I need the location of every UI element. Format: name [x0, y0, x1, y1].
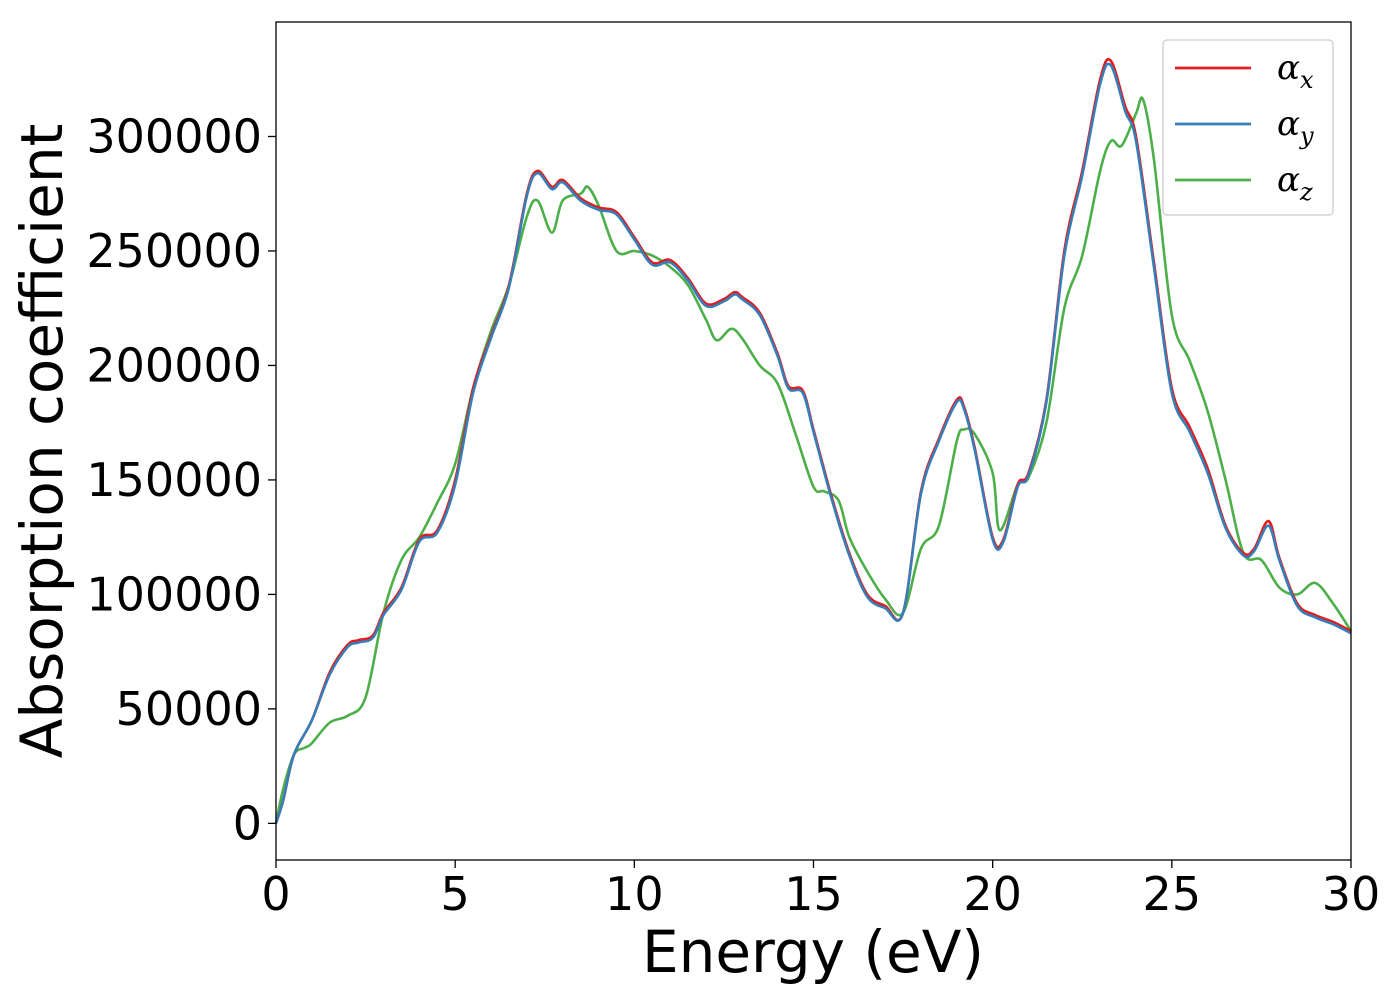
- legend-box: [1162, 39, 1334, 216]
- y-tick-label: 0: [233, 796, 262, 850]
- y-tick-label: 100000: [86, 567, 262, 621]
- x-tick-label: 0: [261, 867, 290, 921]
- series-line-y: [274, 62, 1352, 824]
- x-tick-label: 15: [784, 867, 843, 921]
- series-line-z: [274, 96, 1353, 824]
- y-tick-label: 250000: [86, 224, 262, 278]
- y-axis-title: Absorption coefficient: [8, 124, 76, 759]
- y-tick-label: 300000: [86, 109, 262, 163]
- y-tick-label: 50000: [116, 682, 262, 736]
- x-tick-label: 10: [605, 867, 664, 921]
- y-tick-label: 200000: [86, 338, 262, 392]
- y-tick-label: 150000: [86, 453, 262, 507]
- y-axis-ticks: 0 50000 100000 150000 200000 250000 300000: [86, 109, 276, 850]
- series-layer: [274, 57, 1353, 824]
- x-axis-title: Energy (eV): [642, 918, 984, 986]
- x-tick-label: 20: [963, 867, 1022, 921]
- x-tick-label: 25: [1143, 867, 1202, 921]
- x-axis-ticks: 0 5 10 15 20 25 30: [261, 860, 1380, 921]
- x-tick-label: 30: [1322, 867, 1381, 921]
- legend-label-z: αz: [1277, 160, 1313, 206]
- x-tick-label: 5: [441, 867, 470, 921]
